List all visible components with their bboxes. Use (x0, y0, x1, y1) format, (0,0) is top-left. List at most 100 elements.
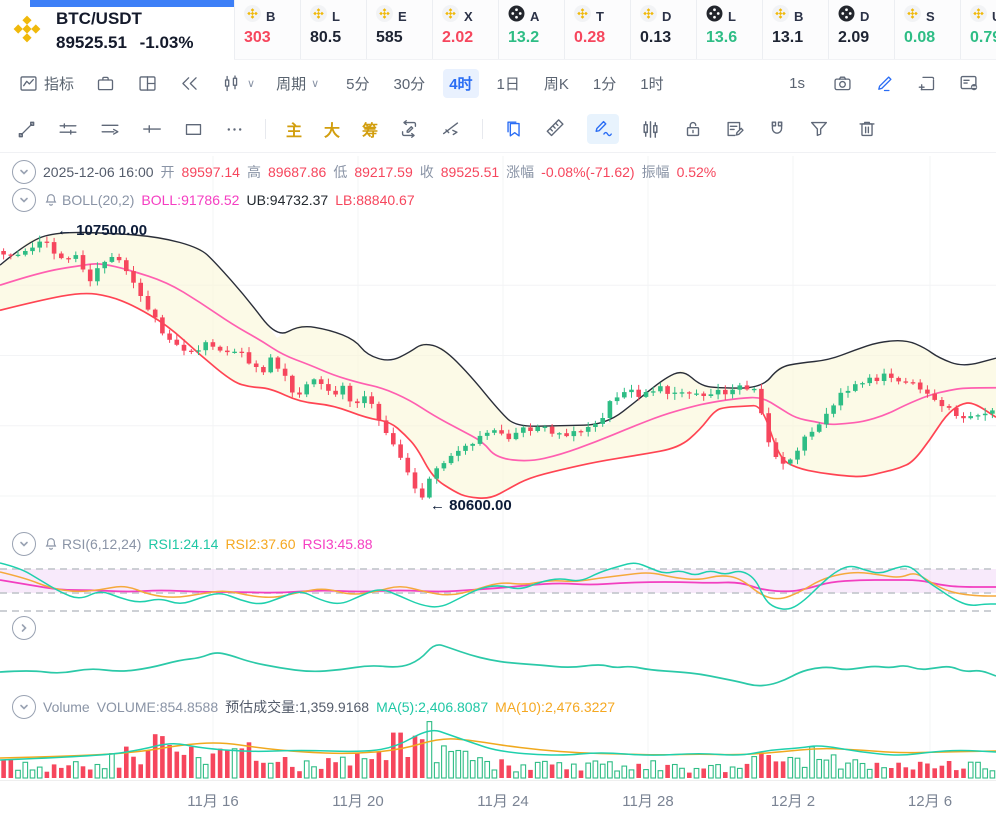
expand-pane-toggle[interactable] (12, 616, 36, 640)
chart-style-button[interactable]: ∨ (221, 73, 255, 94)
draw-wave-active-tool[interactable] (587, 114, 620, 144)
symbol-panel[interactable]: BTC/USDT 89525.51 -1.03% (0, 0, 234, 60)
axis-tick-label: 12月 2 (770, 793, 816, 810)
top-accent-bar (30, 0, 234, 7)
rectangle-tool-icon[interactable] (183, 119, 204, 140)
ticker-symbol: T (596, 8, 604, 24)
ticker-item[interactable]: A 13.2 (498, 0, 564, 59)
ticker-item[interactable]: L 80.5 (300, 0, 366, 59)
layout-icon[interactable] (137, 73, 158, 94)
coin-icon (574, 5, 591, 27)
boll-name[interactable]: BOLL(20,2) (62, 192, 135, 208)
timeframe-1日[interactable]: 1日 (496, 75, 520, 93)
ticker-item[interactable]: D 0.13 (630, 0, 696, 59)
ticker-item[interactable]: S 0.08 (894, 0, 960, 59)
ticker-item[interactable]: B 303 (234, 0, 300, 59)
close-value: 89525.51 (440, 164, 500, 180)
ticker-item[interactable]: E 585 (366, 0, 432, 59)
chart-mode-chip[interactable]: 筹 (362, 123, 379, 140)
parallel-channel-tool-icon[interactable] (99, 118, 121, 140)
edit-notes-icon[interactable] (724, 118, 746, 140)
high-value: 89687.86 (267, 164, 327, 180)
cross-line-tool-icon[interactable] (141, 118, 163, 140)
collapse-toggle[interactable] (12, 188, 36, 212)
chart-canvas[interactable]: ← 107500.00 ← 80600.00 (0, 152, 996, 780)
lock-drawings-icon[interactable] (682, 118, 704, 140)
candlesticks (1, 235, 995, 500)
trend-line-tool-icon[interactable] (16, 119, 37, 140)
low-value: 89217.59 (354, 164, 413, 180)
ruler-measure-icon[interactable] (545, 118, 567, 140)
bookmark-templates-icon[interactable] (503, 118, 525, 140)
add-pane-icon[interactable] (916, 73, 937, 94)
rsi-info-row: RSI(6,12,24) RSI1:24.14 RSI2:37.60 RSI3:… (12, 532, 373, 556)
compare-candles-icon[interactable] (639, 118, 662, 141)
coin-icon (508, 5, 525, 27)
sub-indicator-pane (0, 644, 996, 687)
rsi-name[interactable]: RSI(6,12,24) (62, 536, 142, 552)
ticker-symbol: X (464, 8, 473, 24)
indicator-chart-icon (20, 75, 37, 91)
horizontal-lines-tool-icon[interactable] (57, 118, 79, 140)
indicators-button[interactable]: 指标 (18, 73, 74, 94)
more-tools-icon[interactable] (224, 119, 245, 140)
ticker-symbol: B (794, 8, 804, 24)
chart-mode-chip[interactable]: 主 (286, 123, 303, 140)
period-dropdown[interactable]: 周期 ∨ (276, 75, 320, 93)
collapse-toggle[interactable] (12, 695, 36, 719)
trend-angle-icon[interactable] (440, 118, 462, 140)
open-value: 89597.14 (181, 164, 240, 180)
timeframe-1分[interactable]: 1分 (592, 75, 617, 93)
symbol-price-row: 89525.51 -1.03% (56, 33, 194, 53)
magnet-icon[interactable] (766, 118, 788, 140)
time-axis[interactable]: 11月 16 11月 20 11月 24 11月 28 12月 2 12月 6 (0, 780, 996, 817)
compare-icon[interactable] (95, 73, 116, 94)
axis-tick-label: 11月 24 (477, 793, 529, 810)
change-value: -0.08%(-71.62) (541, 164, 635, 180)
screenshot-camera-icon[interactable] (832, 73, 853, 94)
collapse-toggle[interactable] (12, 532, 36, 556)
filter-funnel-icon[interactable] (808, 118, 830, 140)
bollinger-band (0, 231, 996, 499)
ticker-item[interactable]: X 2.02 (432, 0, 498, 59)
alert-bell-icon[interactable] (43, 536, 59, 552)
refresh-edit-icon[interactable] (398, 118, 420, 140)
ticker-item[interactable]: B 13.1 (762, 0, 828, 59)
boll-ub-value: UB:94732.37 (246, 192, 329, 208)
timeframe-5分[interactable]: 5分 (346, 75, 370, 93)
collapse-toggle[interactable] (12, 160, 36, 184)
timeframe-1s[interactable]: 1s (789, 74, 805, 92)
ticker-strip: B 303 L 80.5 E 585 X 2.02 A 13.2 T 0.28 D 0.13 L 13.6 B 1… (234, 0, 996, 60)
ticker-price: 585 (376, 29, 403, 46)
volume-name[interactable]: Volume (43, 699, 90, 715)
ticker-item[interactable]: L 13.6 (696, 0, 762, 59)
chart-mode-chip[interactable]: 大 (324, 123, 341, 140)
ticker-price: 2.09 (838, 29, 870, 46)
binance-logo-icon (13, 15, 41, 43)
boll-lb-value: LB:88840.67 (335, 192, 415, 208)
svg-text:← 80600.00: ← 80600.00 (430, 497, 512, 514)
boll-info-row: BOLL(20,2) BOLL:91786.52 UB:94732.37 LB:… (12, 188, 415, 212)
chevron-down-icon: ∨ (247, 77, 256, 90)
danmaku-toggle-icon[interactable] (958, 72, 980, 94)
timeframe-4时[interactable]: 4时 (443, 68, 479, 98)
rsi-pane (0, 562, 996, 612)
delete-drawings-icon[interactable] (856, 118, 878, 140)
alert-bell-icon[interactable] (43, 192, 59, 208)
ticker-item[interactable]: T 0.28 (564, 0, 630, 59)
draw-pencil-icon[interactable] (874, 73, 895, 94)
replay-icon[interactable] (179, 73, 200, 94)
timeframe-周K[interactable]: 周K (543, 75, 569, 93)
ticker-price: 0.13 (640, 29, 672, 46)
boll-mid-value: BOLL:91786.52 (141, 192, 240, 208)
timeframe-30分[interactable]: 30分 (393, 75, 426, 93)
axis-tick-label: 11月 28 (622, 793, 674, 810)
volume-estimate: 预估成交量:1,359.9168 (225, 699, 370, 715)
timeframe-1时[interactable]: 1时 (640, 75, 664, 93)
ticker-item[interactable]: D 2.09 (828, 0, 894, 59)
chevron-down-icon: ∨ (311, 77, 320, 90)
ticker-item[interactable]: U 0.79 (960, 0, 996, 59)
ticker-price: 13.2 (508, 29, 540, 46)
ticker-price: 2.02 (442, 29, 474, 46)
volume-pane (0, 721, 996, 779)
